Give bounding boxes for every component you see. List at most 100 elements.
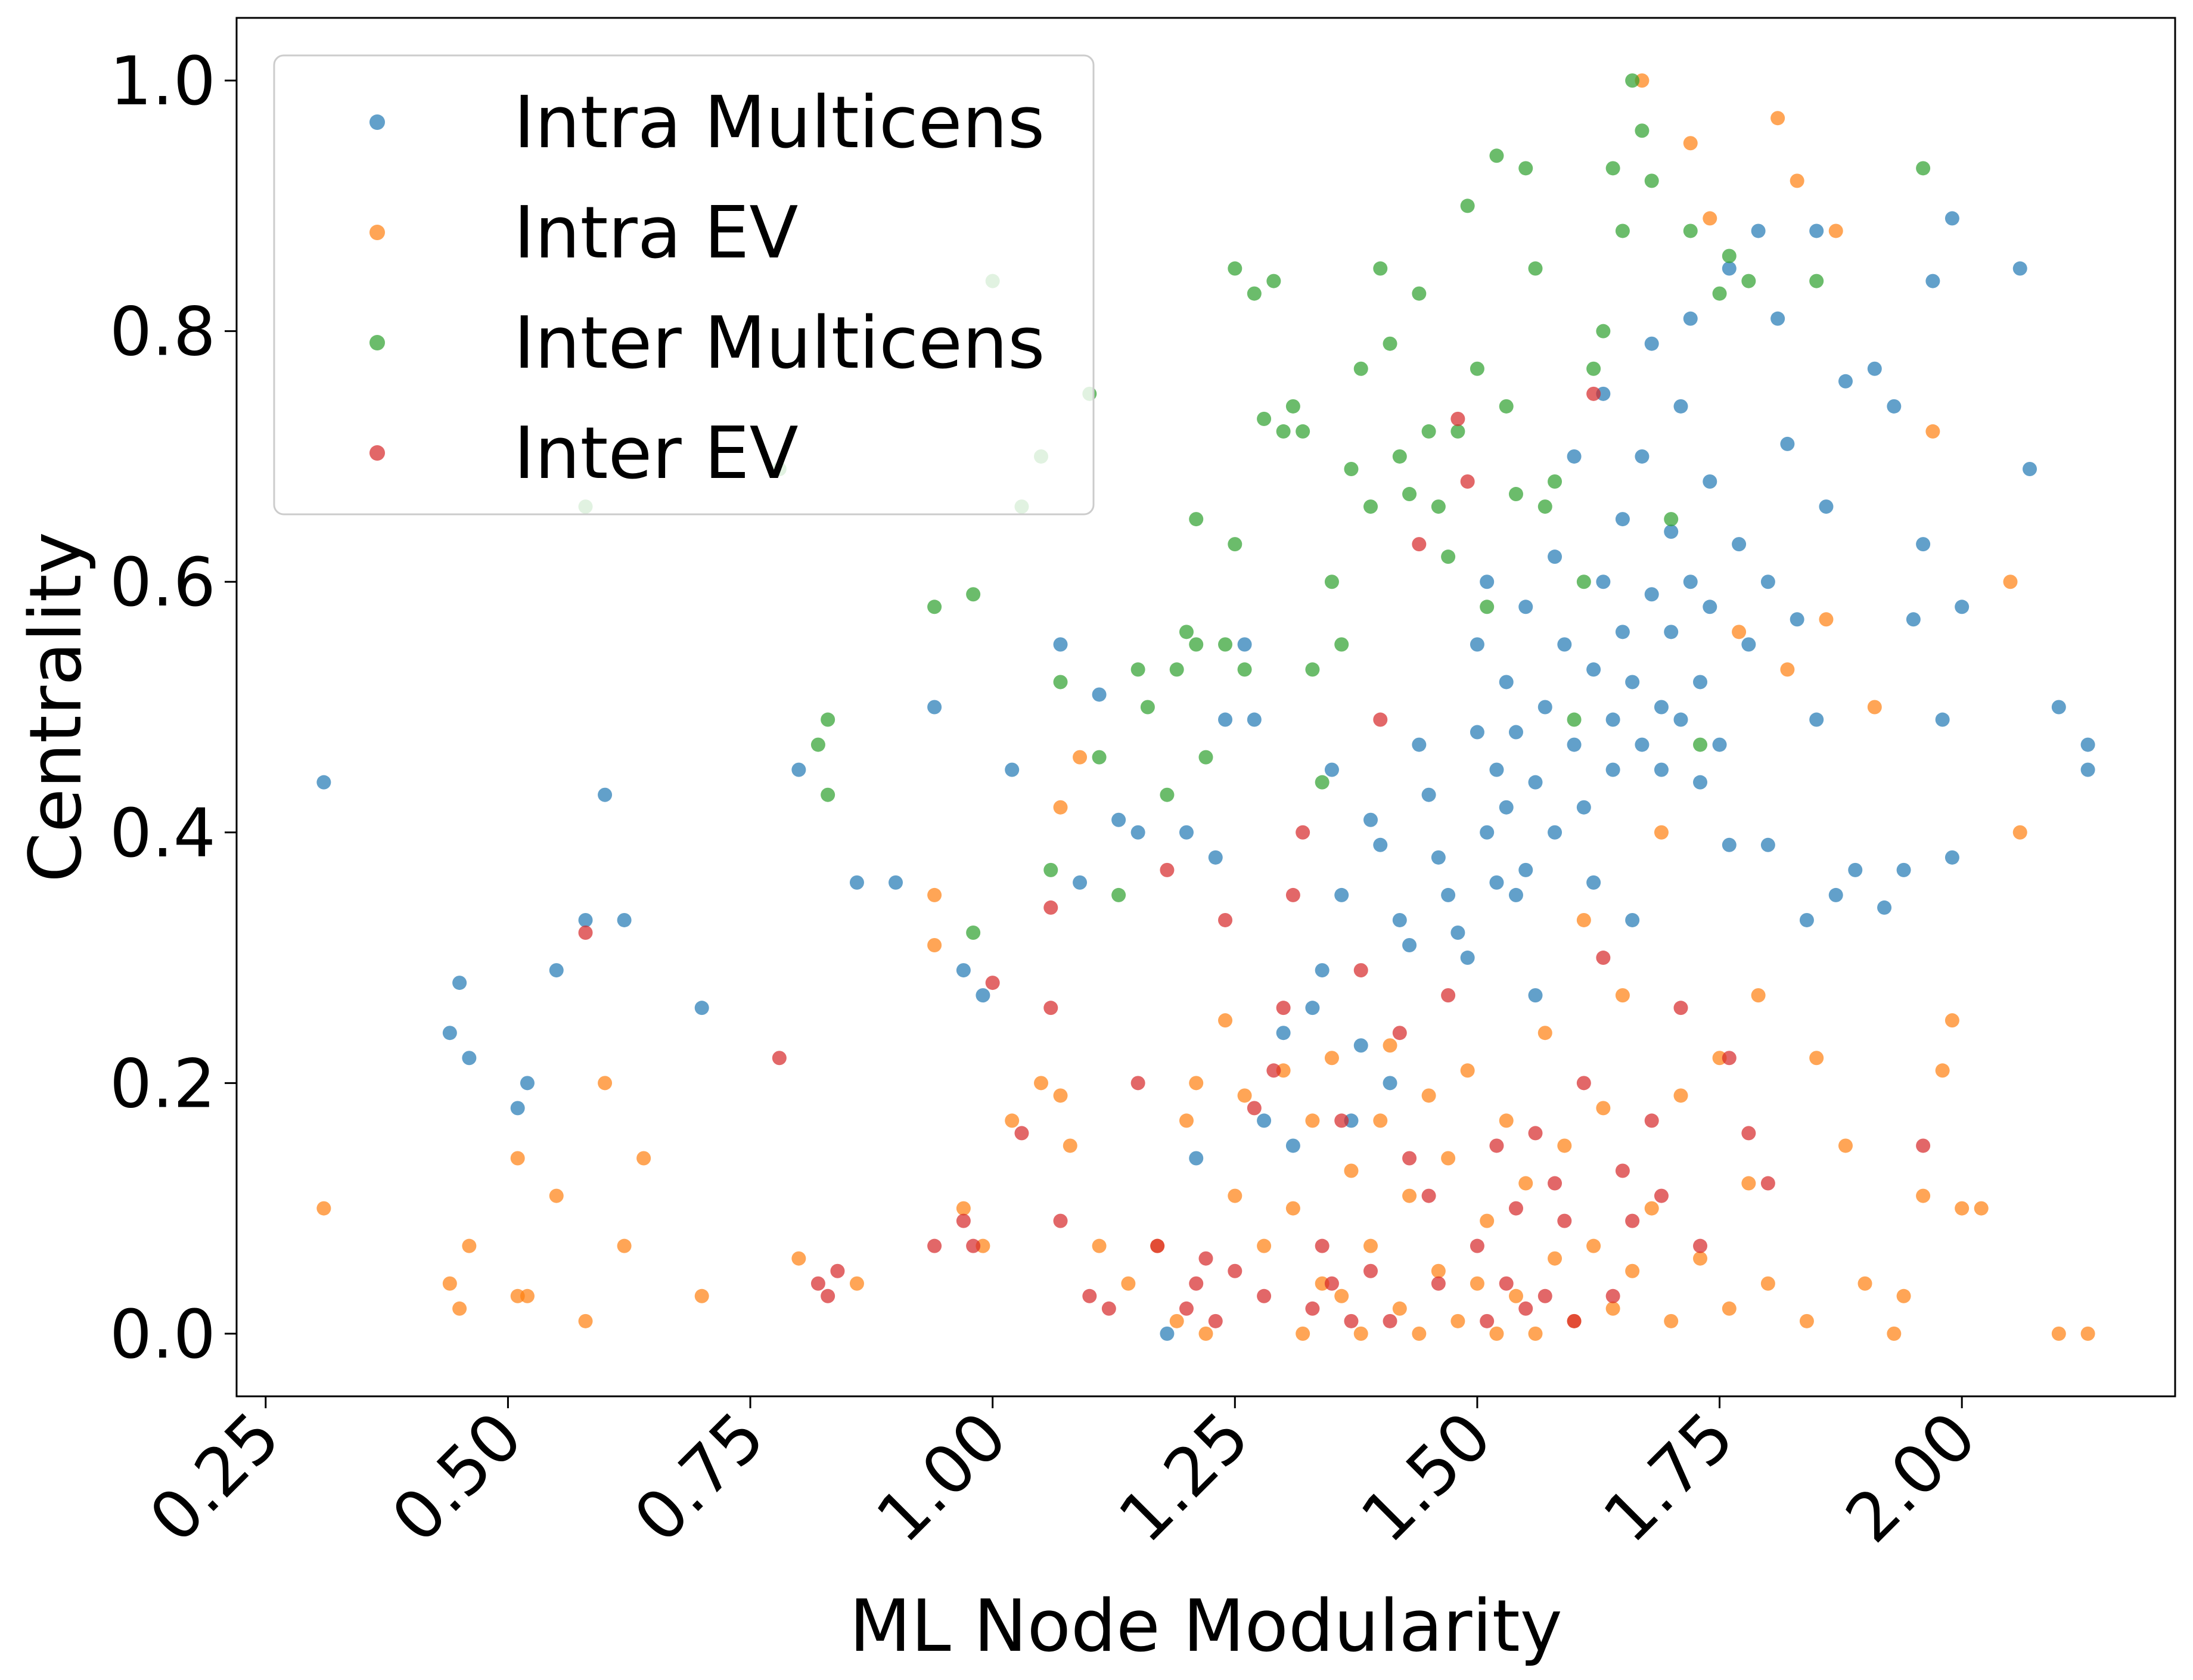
data-point — [1799, 912, 1814, 927]
data-point — [772, 1051, 787, 1066]
data-point — [1887, 1326, 1902, 1341]
data-point — [1722, 261, 1737, 276]
data-point — [1605, 762, 1620, 777]
data-point — [1693, 1251, 1708, 1266]
data-point — [1499, 675, 1514, 690]
data-point — [1480, 1313, 1495, 1328]
data-point — [1528, 988, 1543, 1003]
data-point — [1955, 600, 1970, 614]
data-point — [1179, 1113, 1194, 1128]
data-point — [1179, 1301, 1194, 1316]
data-point — [1431, 850, 1446, 865]
data-point — [1489, 148, 1504, 163]
data-point — [830, 1263, 845, 1278]
data-point — [1198, 750, 1213, 765]
data-point — [1916, 1138, 1931, 1153]
data-point — [1228, 1263, 1243, 1278]
data-point — [1014, 1126, 1029, 1141]
data-point — [1228, 261, 1243, 276]
data-point — [1460, 198, 1475, 213]
data-point — [1412, 737, 1427, 752]
data-point — [1596, 575, 1611, 589]
data-point — [1537, 499, 1552, 514]
data-point — [1470, 637, 1484, 652]
data-point — [520, 1288, 535, 1303]
data-point — [1228, 1188, 1243, 1203]
data-point — [1664, 1313, 1679, 1328]
data-point — [1916, 161, 1931, 176]
data-point — [1237, 637, 1252, 652]
data-point — [1412, 1326, 1427, 1341]
data-point — [1722, 837, 1737, 852]
data-point — [1053, 1213, 1068, 1228]
y-axis: 0.0 0.2 0.4 0.6 0.8 1.0 — [110, 43, 237, 1374]
data-point — [1431, 1263, 1446, 1278]
data-point — [927, 600, 942, 614]
data-point — [442, 1276, 457, 1291]
legend-label: Inter Multicens — [514, 302, 1045, 385]
data-point — [1838, 1138, 1853, 1153]
data-point — [1557, 1138, 1572, 1153]
data-point — [1421, 1188, 1436, 1203]
data-point — [1537, 1288, 1552, 1303]
data-point — [1548, 549, 1563, 564]
data-point — [1828, 223, 1843, 238]
data-point — [1189, 1276, 1204, 1291]
data-point — [1121, 1276, 1136, 1291]
data-point — [1664, 625, 1679, 639]
data-point — [1285, 1201, 1300, 1216]
data-point — [1489, 875, 1504, 890]
data-point — [462, 1051, 477, 1066]
data-point — [2012, 825, 2027, 840]
data-point — [2051, 1326, 2066, 1341]
data-point — [1635, 737, 1650, 752]
data-point — [1383, 1038, 1397, 1053]
data-point — [1673, 1001, 1688, 1016]
data-point — [1402, 938, 1417, 953]
data-point — [1441, 988, 1456, 1003]
data-point — [1654, 700, 1669, 715]
data-point — [1819, 499, 1834, 514]
data-point — [1412, 537, 1427, 552]
data-point — [2080, 1326, 2095, 1341]
data-point — [1218, 637, 1233, 652]
data-point — [1518, 1301, 1533, 1316]
data-point — [1935, 712, 1950, 727]
data-point — [1518, 161, 1533, 176]
data-point — [1228, 537, 1243, 552]
y-tick-label: 0.8 — [110, 294, 216, 371]
data-point — [2080, 762, 2095, 777]
data-point — [1033, 1076, 1048, 1091]
data-point — [316, 775, 331, 790]
data-point — [549, 963, 564, 978]
legend-marker — [369, 335, 385, 350]
data-point — [1944, 850, 1959, 865]
y-tick-label: 0.0 — [110, 1296, 216, 1374]
data-point — [1257, 1238, 1272, 1253]
data-point — [510, 1151, 525, 1166]
data-point — [1402, 1151, 1417, 1166]
data-point — [1150, 1238, 1165, 1253]
data-point — [1605, 1301, 1620, 1316]
data-point — [1751, 988, 1766, 1003]
data-point — [1790, 173, 1804, 188]
data-point — [316, 1201, 331, 1216]
data-point — [1528, 1126, 1543, 1141]
data-point — [1450, 925, 1465, 940]
data-point — [442, 1026, 457, 1041]
data-point — [1644, 1201, 1659, 1216]
data-point — [1441, 1151, 1456, 1166]
data-point — [1344, 461, 1359, 476]
data-point — [1586, 361, 1601, 376]
data-point — [452, 976, 467, 990]
data-point — [1528, 261, 1543, 276]
data-point — [1470, 725, 1484, 740]
data-point — [1198, 1326, 1213, 1341]
data-point — [1324, 1276, 1339, 1291]
data-point — [1363, 1263, 1378, 1278]
data-point — [1460, 1063, 1475, 1078]
data-point — [1421, 1088, 1436, 1103]
data-point — [1925, 424, 1940, 439]
data-point — [1218, 712, 1233, 727]
data-point — [1431, 499, 1446, 514]
